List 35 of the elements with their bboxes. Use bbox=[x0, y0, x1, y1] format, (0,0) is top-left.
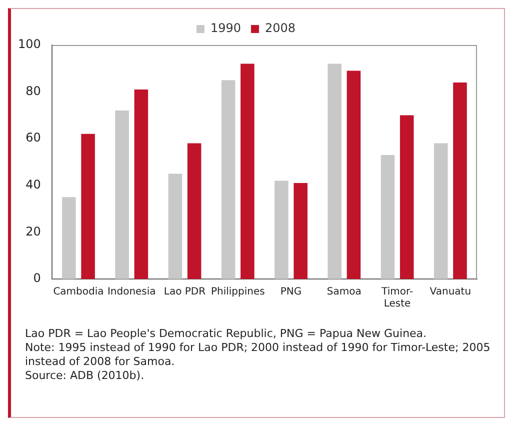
bar bbox=[274, 180, 288, 279]
legend-label: 2008 bbox=[265, 21, 296, 36]
text: Lao PDR = Lao People's Democratic Republic, PNG = Papua New Guinea. bbox=[25, 327, 428, 341]
bar bbox=[380, 154, 395, 279]
bar bbox=[240, 64, 254, 279]
x-tick-label: Philippines bbox=[210, 286, 265, 298]
text: Note: 1995 instead of 1990 for Lao PDR; 2000 instead of 1990 for Timor-Leste; 2005 instead of 2008 for Samoa. bbox=[25, 341, 492, 369]
x-tick-label: Timor-Leste bbox=[380, 286, 414, 310]
bar bbox=[294, 183, 308, 279]
x-tick-label: Vanuatu bbox=[430, 286, 472, 298]
bar bbox=[346, 70, 361, 279]
x-tick-label: Indonesia bbox=[107, 286, 156, 298]
legend-label: 1990 bbox=[210, 21, 242, 36]
bar bbox=[400, 115, 414, 279]
source-note: Source: ADB (2010b). bbox=[25, 369, 146, 383]
bar bbox=[62, 197, 76, 279]
y-tick-label: 80 bbox=[26, 84, 41, 98]
y-tick-label: 100 bbox=[18, 37, 41, 52]
x-tick-label: Lao PDR bbox=[164, 286, 206, 298]
bar bbox=[221, 80, 236, 279]
y-tick-label: 40 bbox=[26, 178, 41, 192]
bar bbox=[81, 134, 95, 279]
bar bbox=[134, 89, 148, 279]
bar bbox=[168, 174, 182, 279]
bar bbox=[453, 82, 467, 279]
bar bbox=[115, 110, 129, 279]
y-tick-label: 20 bbox=[26, 224, 41, 238]
x-tick-label: Cambodia bbox=[53, 286, 104, 298]
x-tick-label: PNG bbox=[280, 286, 302, 298]
bar bbox=[328, 64, 342, 279]
y-tick-label: 60 bbox=[26, 130, 41, 145]
y-tick-label: 0 bbox=[33, 271, 41, 286]
bar bbox=[434, 143, 448, 279]
bar bbox=[187, 143, 202, 279]
x-tick-label: Samoa bbox=[326, 286, 362, 298]
